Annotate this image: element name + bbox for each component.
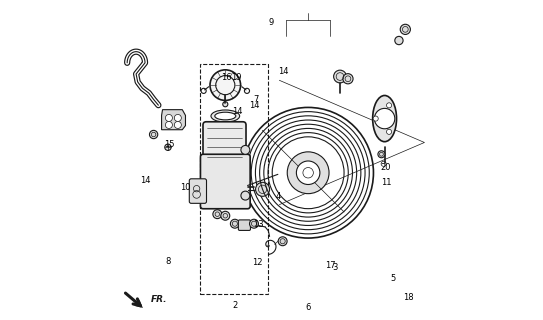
Circle shape — [166, 115, 173, 122]
Text: 14: 14 — [141, 176, 151, 185]
Text: 17: 17 — [325, 261, 336, 270]
Text: 9: 9 — [269, 19, 274, 28]
Circle shape — [241, 145, 250, 154]
Circle shape — [373, 116, 378, 121]
Circle shape — [375, 108, 395, 129]
Circle shape — [296, 161, 320, 185]
Text: 6: 6 — [306, 303, 311, 312]
FancyBboxPatch shape — [238, 220, 250, 230]
Text: 16: 16 — [221, 73, 231, 82]
Text: 3: 3 — [332, 263, 338, 272]
Ellipse shape — [215, 112, 236, 120]
Text: 14: 14 — [249, 101, 259, 110]
Text: 11: 11 — [382, 178, 392, 187]
Text: 14: 14 — [279, 67, 289, 76]
Circle shape — [278, 237, 287, 246]
Text: 12: 12 — [252, 258, 262, 267]
Circle shape — [387, 103, 392, 108]
Circle shape — [333, 70, 346, 83]
Text: 10: 10 — [180, 183, 191, 192]
Text: 4: 4 — [275, 192, 281, 201]
FancyBboxPatch shape — [200, 154, 250, 209]
Circle shape — [210, 70, 241, 100]
Circle shape — [221, 211, 230, 220]
Circle shape — [256, 182, 269, 196]
Ellipse shape — [211, 110, 239, 122]
Circle shape — [174, 115, 181, 122]
Text: 2: 2 — [232, 301, 237, 310]
Circle shape — [287, 152, 329, 194]
Circle shape — [387, 129, 392, 134]
Circle shape — [165, 144, 171, 150]
Circle shape — [243, 108, 374, 238]
Text: 5: 5 — [390, 274, 395, 283]
Text: 20: 20 — [380, 164, 391, 172]
Circle shape — [343, 74, 353, 84]
Circle shape — [250, 219, 258, 228]
Circle shape — [149, 130, 158, 139]
Text: 7: 7 — [253, 95, 258, 104]
Polygon shape — [162, 110, 186, 130]
Circle shape — [166, 122, 173, 128]
Text: 8: 8 — [165, 257, 171, 266]
Circle shape — [174, 122, 181, 128]
Circle shape — [213, 210, 222, 219]
Text: 15: 15 — [163, 140, 174, 149]
Text: FR.: FR. — [151, 295, 167, 304]
Circle shape — [223, 102, 228, 107]
Text: 19: 19 — [231, 73, 242, 82]
Circle shape — [378, 151, 385, 158]
Ellipse shape — [372, 95, 396, 142]
Bar — [200, 64, 268, 294]
Circle shape — [395, 36, 403, 45]
FancyBboxPatch shape — [190, 179, 206, 203]
FancyBboxPatch shape — [203, 122, 246, 163]
Circle shape — [241, 191, 250, 200]
Text: 18: 18 — [403, 293, 414, 302]
Circle shape — [230, 219, 239, 228]
Text: 14: 14 — [232, 107, 242, 116]
Text: 13: 13 — [254, 220, 264, 229]
Circle shape — [400, 24, 411, 35]
